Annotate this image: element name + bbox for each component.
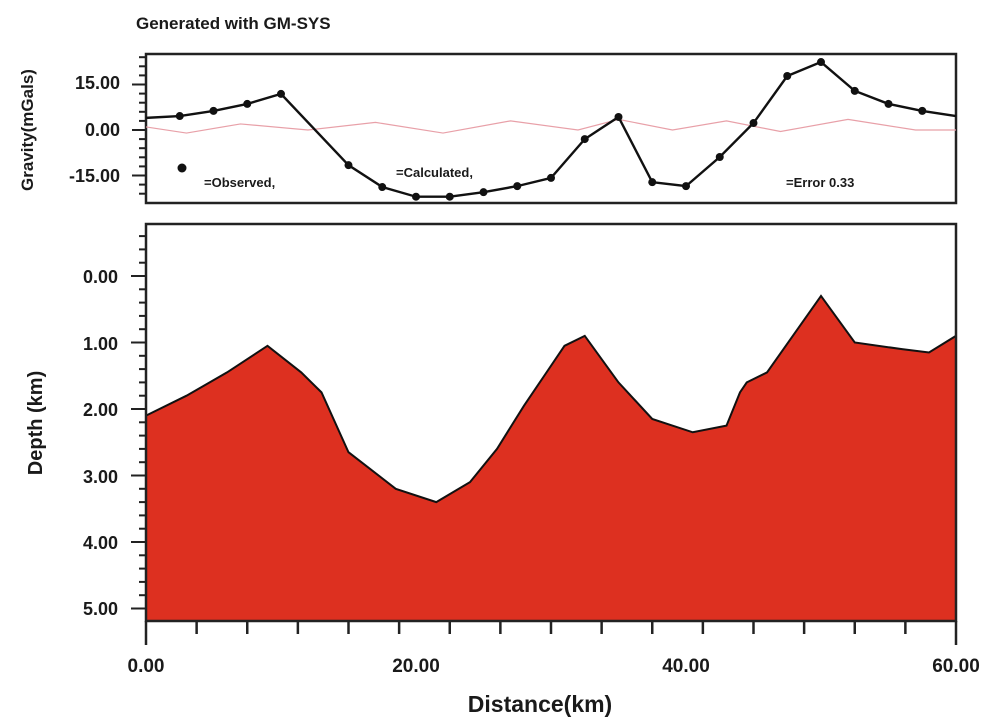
depth-ytick-0: 0.00 [83,267,118,287]
observed-point [412,192,420,201]
calculated-line [145,60,957,198]
gravity-panel: =Observed, =Calculated, =Error 0.33 15.0… [18,52,958,205]
xtick-60: 60.00 [932,656,980,677]
legend-observed: =Observed, [204,175,275,190]
depth-ytick-3: 3.00 [83,467,118,487]
legend-calculated: =Calculated, [396,165,473,180]
depth-panel: 0.00 1.00 2.00 3.00 4.00 5.00 Depth (km)… [25,222,980,717]
error-line [145,118,956,134]
gravity-y-label: Gravity(mGals) [18,69,37,191]
gravity-y-axis-ticks [132,56,146,195]
observed-legend-marker-icon [177,163,187,173]
observed-point [715,152,724,161]
observed-point [344,161,353,170]
observed-point [243,99,252,108]
depth-ytick-4: 4.00 [83,533,118,553]
gravity-ytick-neg15: -15.00 [69,166,120,186]
observed-point [209,106,218,115]
observed-point [783,72,792,81]
observed-point [749,119,758,128]
observed-point [277,89,285,98]
observed-point [918,106,927,115]
xtick-20: 20.00 [392,656,440,677]
xtick-40: 40.00 [662,656,710,677]
observed-point [547,173,555,182]
gravity-ytick-0: 0.00 [85,120,120,140]
distance-x-axis-ticks [144,621,958,645]
legend-error: =Error 0.33 [786,175,854,190]
chart-title: Generated with GM-SYS [136,14,331,33]
observed-point [884,99,893,108]
depth-ytick-1: 1.00 [83,334,118,354]
depth-y-axis-ticks [131,235,146,610]
gravity-ytick-15: 15.00 [75,73,120,93]
observed-point [817,58,825,67]
observed-points [175,58,927,201]
observed-point [479,188,488,197]
depth-y-label: Depth (km) [25,371,47,475]
observed-point [682,182,690,191]
observed-point [513,182,522,191]
depth-ytick-2: 2.00 [83,400,118,420]
observed-point [445,192,454,201]
observed-point [648,178,657,187]
observed-point [378,183,387,192]
x-axis-label: Distance(km) [468,691,612,717]
observed-point [850,86,859,95]
basement-body-area [145,294,957,622]
depth-ytick-5: 5.00 [83,599,118,619]
observed-point [175,112,184,121]
observed-point [614,112,623,121]
xtick-0: 0.00 [128,656,165,677]
observed-point [580,135,589,144]
